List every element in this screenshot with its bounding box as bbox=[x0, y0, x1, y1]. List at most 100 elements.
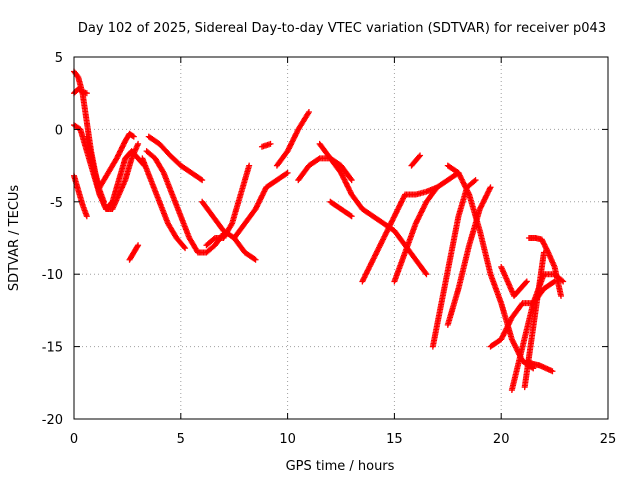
data-point bbox=[540, 249, 547, 256]
data-point bbox=[199, 177, 206, 184]
x-tick-label: 25 bbox=[600, 432, 617, 447]
data-point bbox=[115, 151, 122, 158]
data-point bbox=[126, 256, 133, 263]
data-point bbox=[429, 343, 436, 350]
data-point bbox=[471, 178, 478, 185]
x-axis-label: GPS time / hours bbox=[286, 459, 395, 474]
data-point bbox=[560, 278, 567, 285]
data-point bbox=[130, 133, 137, 140]
data-point bbox=[416, 153, 423, 160]
data-point bbox=[487, 184, 494, 191]
data-point bbox=[525, 235, 532, 241]
data-point bbox=[408, 162, 415, 169]
data-point bbox=[558, 292, 565, 299]
data-point bbox=[182, 245, 189, 252]
x-tick-label: 20 bbox=[493, 432, 510, 447]
data-point bbox=[231, 235, 238, 241]
data-point bbox=[444, 162, 451, 169]
data-point bbox=[116, 150, 123, 157]
series-sat-q bbox=[317, 142, 430, 278]
series-sat-o bbox=[296, 155, 355, 184]
data-point bbox=[267, 140, 274, 147]
data-point bbox=[347, 175, 354, 182]
data-point bbox=[135, 242, 142, 249]
data-point bbox=[119, 143, 126, 150]
data-point bbox=[258, 143, 265, 150]
data-point bbox=[129, 132, 136, 139]
data-point bbox=[348, 177, 355, 184]
data-point bbox=[83, 133, 90, 140]
data-point bbox=[114, 154, 121, 161]
data-point bbox=[521, 384, 528, 391]
x-tick-label: 15 bbox=[386, 432, 403, 447]
data-point bbox=[305, 109, 312, 116]
data-point bbox=[134, 243, 141, 250]
y-tick-label: 0 bbox=[55, 123, 63, 138]
data-point bbox=[283, 170, 290, 177]
data-points bbox=[71, 68, 567, 394]
data-point bbox=[422, 269, 429, 276]
data-point bbox=[251, 255, 258, 262]
data-point bbox=[417, 152, 424, 159]
data-point bbox=[118, 146, 125, 153]
data-point bbox=[139, 155, 146, 162]
data-point bbox=[487, 343, 494, 350]
data-point bbox=[145, 133, 152, 140]
series-sat-l bbox=[204, 162, 253, 248]
series-sat-t bbox=[391, 169, 462, 283]
data-point bbox=[181, 244, 188, 251]
data-point bbox=[391, 278, 398, 285]
y-tick-label: -5 bbox=[50, 196, 63, 211]
data-point bbox=[327, 198, 334, 205]
data-point bbox=[423, 271, 430, 278]
data-point bbox=[143, 148, 150, 155]
plot-frame bbox=[73, 56, 609, 420]
data-point bbox=[115, 152, 122, 159]
data-point bbox=[472, 177, 479, 184]
data-point bbox=[444, 321, 451, 328]
series-sat-u bbox=[409, 152, 424, 168]
data-point bbox=[508, 387, 515, 394]
data-point bbox=[135, 140, 142, 147]
data-point bbox=[83, 213, 90, 220]
x-tick-label: 10 bbox=[279, 432, 296, 447]
data-point bbox=[316, 140, 323, 147]
series-sat-s bbox=[360, 184, 441, 284]
data-point bbox=[228, 221, 235, 228]
data-point bbox=[159, 168, 166, 175]
data-point bbox=[523, 278, 530, 285]
series-sat-g bbox=[97, 130, 137, 190]
data-point bbox=[203, 242, 210, 249]
series-sat-i bbox=[146, 134, 206, 184]
data-point bbox=[273, 162, 280, 169]
series-sat-ad bbox=[521, 249, 547, 389]
y-tick-label: 5 bbox=[55, 51, 63, 66]
y-axis-label: SDTVAR / TECUs bbox=[7, 185, 22, 292]
data-point bbox=[246, 162, 253, 169]
series-sat-aa bbox=[527, 235, 565, 299]
data-point bbox=[348, 213, 355, 220]
grid bbox=[74, 57, 608, 419]
data-point bbox=[117, 147, 124, 154]
y-tick-label: -15 bbox=[42, 341, 63, 356]
data-point bbox=[118, 144, 125, 151]
series-sat-r bbox=[328, 199, 355, 220]
x-tick-label: 5 bbox=[177, 432, 185, 447]
data-point bbox=[197, 176, 204, 183]
data-point bbox=[199, 198, 206, 205]
data-point bbox=[120, 140, 127, 147]
series-sat-j bbox=[139, 156, 189, 252]
data-point bbox=[284, 169, 291, 176]
series-sat-m bbox=[232, 169, 291, 240]
series-sat-b bbox=[72, 85, 90, 97]
data-point bbox=[522, 279, 529, 286]
data-point bbox=[120, 141, 127, 148]
data-point bbox=[549, 368, 556, 375]
data-point bbox=[347, 212, 354, 219]
axis-ticks: 0 5 10 15 20 25 5 0 -5 -10 -15 -20 bbox=[42, 51, 617, 447]
x-tick-label: 0 bbox=[70, 432, 78, 447]
data-point bbox=[295, 177, 302, 184]
data-point bbox=[96, 184, 103, 191]
series-sat-ac bbox=[498, 265, 530, 299]
